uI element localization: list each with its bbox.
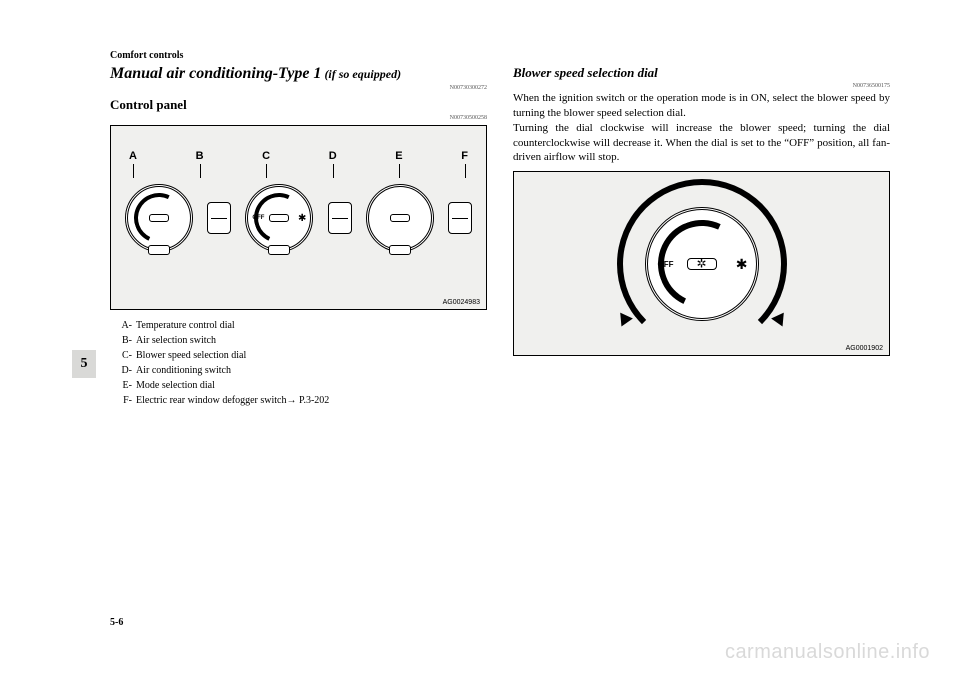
legend-key: D- (110, 363, 136, 378)
main-title: Manual air conditioning-Type 1 (if so eq… (110, 65, 487, 83)
doc-number-1: N00730300272 (110, 85, 487, 91)
big-blower-dial-icon: OFF ✱ ✲ (645, 207, 759, 321)
blower-heading: Blower speed selection dial (513, 65, 890, 81)
label-a: A (129, 150, 137, 162)
legend-row: B- Air selection switch (110, 333, 487, 348)
section-header: Comfort controls (110, 50, 890, 61)
legend-text: Blower speed selection dial (136, 348, 246, 363)
arrow-right-icon (771, 312, 789, 329)
manual-page: 5 Comfort controls Manual air conditioni… (0, 0, 960, 678)
legend-text: Air conditioning switch (136, 363, 231, 378)
legend-key: F- (110, 393, 136, 408)
big-fan-icon: ✱ (736, 256, 748, 273)
label-e: E (395, 150, 402, 162)
legend-row: D- Air conditioning switch (110, 363, 487, 378)
legend-row: A- Temperature control dial (110, 318, 487, 333)
legend-key: C- (110, 348, 136, 363)
legend-text: Mode selection dial (136, 378, 215, 393)
defogger-switch-icon (448, 202, 472, 234)
control-panel-heading: Control panel (110, 97, 487, 113)
legend-row: E- Mode selection dial (110, 378, 487, 393)
title-main-text: Manual air conditioning-Type 1 (110, 65, 321, 82)
temperature-dial-icon (125, 184, 193, 252)
legend-key: E- (110, 378, 136, 393)
big-dial-wrap: OFF ✱ ✲ (645, 207, 759, 321)
title-sub-text: (if so equipped) (321, 67, 401, 81)
arrow-left-icon (615, 312, 633, 329)
legend-row: C- Blower speed selection dial (110, 348, 487, 363)
blower-dial-icon: OFF ✱ (245, 184, 313, 252)
content-columns: Manual air conditioning-Type 1 (if so eq… (110, 65, 890, 408)
chapter-number: 5 (81, 356, 88, 372)
right-column: Blower speed selection dial N00736500175… (513, 65, 890, 408)
body-paragraph-2: Turning the dial clockwise will increase… (513, 121, 890, 166)
left-column: Manual air conditioning-Type 1 (if so eq… (110, 65, 487, 408)
blower-dial-figure: OFF ✱ ✲ AG0001902 (513, 171, 890, 356)
page-number: 5-6 (110, 617, 123, 628)
legend-key: A- (110, 318, 136, 333)
chapter-tab: 5 (72, 350, 96, 378)
figure-id-left: AG0024983 (443, 299, 480, 306)
air-selection-switch-icon (207, 202, 231, 234)
body-paragraph-1: When the ignition switch or the operatio… (513, 91, 890, 121)
dials-row: OFF ✱ (111, 184, 486, 252)
legend-row: F- Electric rear window defogger switch→… (110, 393, 487, 408)
center-star-icon: ✲ (696, 256, 706, 271)
legend-text: Temperature control dial (136, 318, 235, 333)
label-f: F (461, 150, 468, 162)
label-c: C (262, 150, 270, 162)
figure-id-right: AG0001902 (846, 345, 883, 352)
legend-text: Electric rear window defogger switch→ P.… (136, 393, 329, 408)
mode-dial-icon (366, 184, 434, 252)
off-label: OFF (252, 215, 264, 221)
watermark-text: carmanualsonline.info (725, 641, 930, 664)
label-d: D (329, 150, 337, 162)
label-b: B (196, 150, 204, 162)
control-panel-figure: A B C D E F OFF (110, 125, 487, 310)
legend-text: Air selection switch (136, 333, 216, 348)
ac-switch-icon (328, 202, 352, 234)
legend-key: B- (110, 333, 136, 348)
fan-icon: ✱ (298, 213, 306, 224)
big-off-label: OFF (658, 260, 674, 269)
figure-label-row: A B C D E F (129, 150, 468, 162)
doc-number-3: N00736500175 (513, 83, 890, 89)
legend-list: A- Temperature control dial B- Air selec… (110, 318, 487, 408)
doc-number-2: N00730500258 (110, 115, 487, 121)
